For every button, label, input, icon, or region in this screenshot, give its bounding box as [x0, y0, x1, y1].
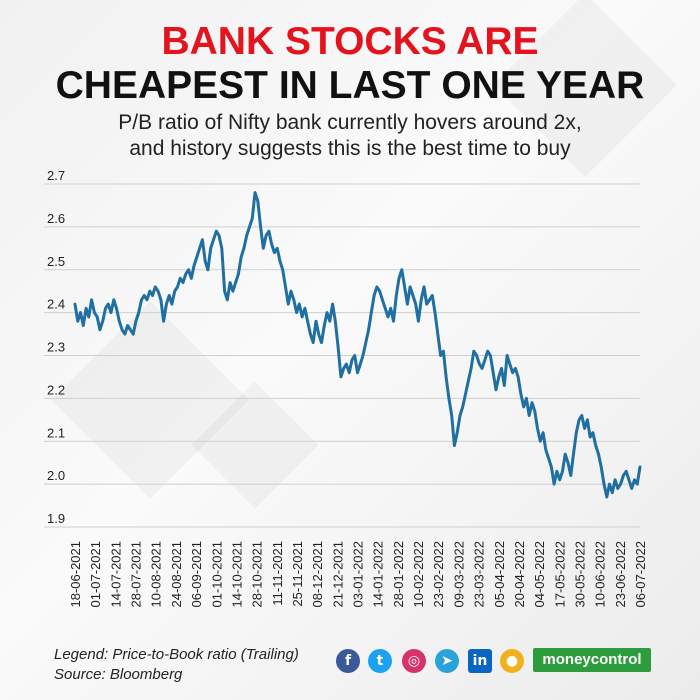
source-text: Source: Bloomberg: [54, 666, 183, 683]
x-tick-label: 06-07-2022: [633, 541, 648, 608]
x-tick-label: 23-06-2022: [613, 541, 628, 608]
x-tick-label: 23-02-2022: [431, 541, 446, 608]
twitter-icon[interactable]: t: [368, 649, 392, 673]
x-tick-label: 06-09-2021: [189, 541, 204, 608]
koo-icon[interactable]: ●: [500, 649, 524, 673]
x-tick-label: 30-05-2022: [572, 541, 587, 608]
y-tick-label: 2.2: [47, 382, 65, 397]
x-tick-label: 28-07-2021: [129, 541, 144, 608]
x-tick-label: 21-12-2021: [330, 541, 345, 608]
x-tick-label: 09-03-2022: [451, 541, 466, 608]
y-tick-label: 2.0: [47, 468, 65, 483]
subtitle-line-1: P/B ratio of Nifty bank currently hovers…: [118, 111, 582, 134]
x-tick-label: 01-07-2021: [88, 541, 103, 608]
x-tick-label: 23-03-2022: [472, 541, 487, 608]
moneycontrol-logo: moneycontrol: [533, 648, 651, 672]
x-tick-label: 17-05-2022: [552, 541, 567, 608]
x-tick-label: 05-04-2022: [492, 541, 507, 608]
subtitle-line-2: and history suggests this is the best ti…: [129, 137, 571, 160]
y-tick-label: 1.9: [47, 511, 65, 526]
x-tick-label: 28-10-2021: [250, 541, 265, 608]
linkedin-icon[interactable]: in: [468, 649, 492, 673]
legend-text: Legend: Price-to-Book ratio (Trailing): [54, 646, 299, 663]
y-tick-label: 2.1: [47, 425, 65, 440]
x-tick-label: 28-01-2022: [391, 541, 406, 608]
x-tick-label: 14-07-2021: [108, 541, 123, 608]
facebook-icon[interactable]: f: [336, 649, 360, 673]
x-tick-label: 18-06-2021: [68, 541, 83, 608]
y-tick-label: 2.4: [47, 297, 65, 312]
x-tick-label: 11-11-2021: [270, 541, 285, 606]
telegram-icon[interactable]: ➤: [435, 649, 459, 673]
x-tick-label: 14-01-2022: [371, 541, 386, 608]
title-line-2: CHEAPEST IN LAST ONE YEAR: [55, 64, 645, 107]
y-tick-label: 2.6: [47, 211, 65, 226]
x-tick-label: 20-04-2022: [512, 541, 527, 608]
x-tick-label: 03-01-2022: [351, 541, 366, 608]
x-tick-label: 24-08-2021: [169, 541, 184, 608]
x-tick-label: 04-05-2022: [532, 541, 547, 608]
x-tick-label: 08-12-2021: [310, 541, 325, 608]
x-tick-label: 14-10-2021: [229, 541, 244, 608]
x-tick-label: 10-08-2021: [149, 541, 164, 608]
y-tick-label: 2.5: [47, 254, 65, 269]
x-tick-label: 01-10-2021: [209, 541, 224, 608]
x-tick-label: 10-06-2022: [593, 541, 608, 608]
x-tick-label: 25-11-2021: [290, 541, 305, 607]
y-tick-label: 2.3: [47, 340, 65, 355]
x-tick-label: 10-02-2022: [411, 541, 426, 608]
title-line-1: BANK STOCKS ARE: [161, 20, 539, 63]
pb-ratio-series-line: [73, 191, 642, 499]
y-tick-label: 2.7: [47, 168, 65, 183]
instagram-icon[interactable]: ◎: [402, 649, 426, 673]
